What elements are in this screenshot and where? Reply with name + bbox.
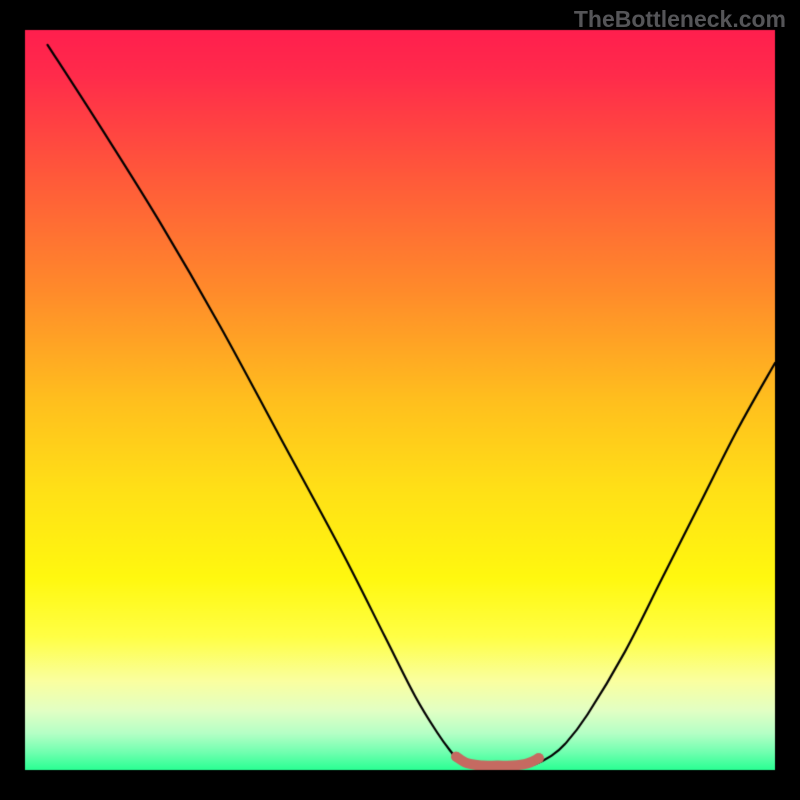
chart-container: TheBottleneck.com xyxy=(0,0,800,800)
watermark-label: TheBottleneck.com xyxy=(574,6,786,33)
bottleneck-curve-chart xyxy=(0,0,800,800)
